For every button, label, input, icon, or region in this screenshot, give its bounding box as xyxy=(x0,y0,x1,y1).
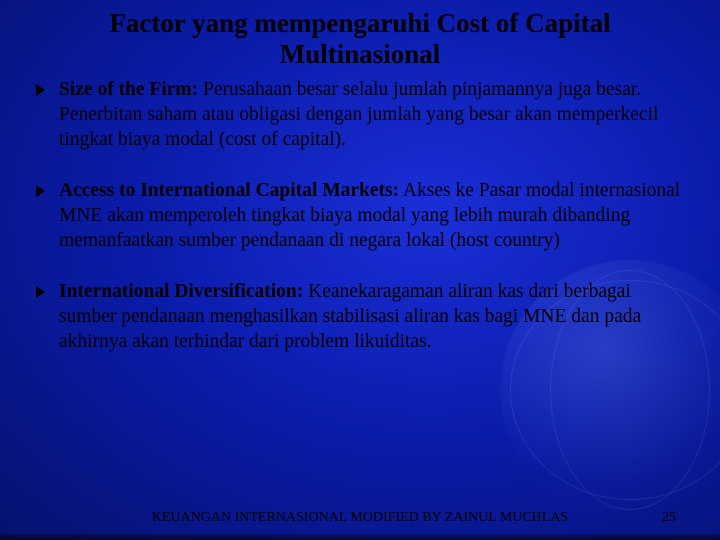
bullet-text: International Diversification: Keanekara… xyxy=(59,280,684,355)
bullet-text: Access to International Capital Markets:… xyxy=(59,179,684,254)
bullet-list: Size of the Firm: Perusahaan besar selal… xyxy=(30,78,690,355)
slide: Factor yang mempengaruhi Cost of Capital… xyxy=(0,0,720,540)
bottom-bar xyxy=(0,534,720,540)
bullet-text: Size of the Firm: Perusahaan besar selal… xyxy=(59,78,684,153)
chevron-right-icon xyxy=(36,286,45,298)
slide-title: Factor yang mempengaruhi Cost of Capital… xyxy=(30,8,690,70)
page-number: 25 xyxy=(662,510,676,526)
footer-text: KEUANGAN INTERNASIONAL MODIFIED BY ZAINU… xyxy=(0,510,720,526)
list-item: Size of the Firm: Perusahaan besar selal… xyxy=(36,78,684,153)
list-item: Access to International Capital Markets:… xyxy=(36,179,684,254)
chevron-right-icon xyxy=(36,185,45,197)
list-item: International Diversification: Keanekara… xyxy=(36,280,684,355)
chevron-right-icon xyxy=(36,84,45,96)
